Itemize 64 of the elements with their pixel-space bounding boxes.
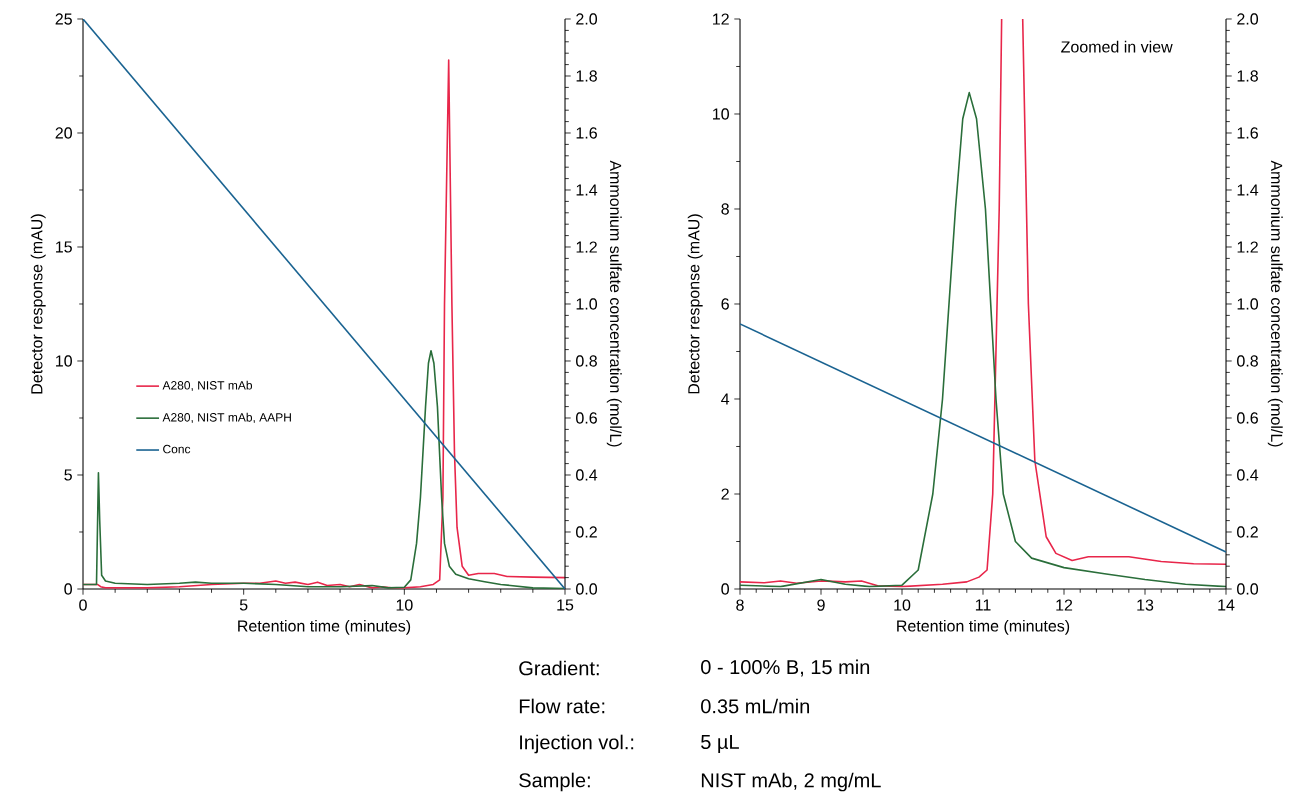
text: Gradient: (519, 660, 599, 676)
y-tick-label: 10 (56, 355, 72, 367)
y2-tick-label: 0.4 (576, 469, 598, 481)
x-axis-title: Retention time (minutes) (897, 619, 1070, 635)
y-tick-label: 2 (721, 488, 729, 500)
x-tick-label: 5 (239, 599, 248, 611)
y2-tick-label: 0.8 (1237, 355, 1258, 367)
text: Flow rate: (519, 698, 605, 714)
y2-tick-label: 1.0 (1237, 298, 1259, 310)
y2-tick-label: 0.2 (1237, 526, 1258, 538)
y2-tick-label: 0.8 (576, 355, 597, 367)
y2-tick-label: 1.2 (576, 241, 597, 253)
y2-tick-label: 1.4 (576, 184, 598, 196)
x-tick-label: 10 (396, 599, 413, 611)
y2-tick-label: 0.0 (1237, 583, 1259, 595)
y2-axis-title: Ammonium sulfate concentration (mol/L) (1267, 160, 1283, 447)
x-tick-label: 8 (736, 599, 744, 611)
y-tick-label: 4 (721, 393, 730, 405)
text: 0 - 100% B, 15 min (701, 659, 870, 677)
x-tick-label: 15 (557, 599, 574, 611)
x-tick-label: 12 (1056, 599, 1073, 611)
y-tick-label: 8 (721, 203, 729, 215)
y2-tick-label: 1.8 (1237, 70, 1258, 82)
y2-tick-label: 0.4 (1237, 469, 1259, 481)
y2-tick-label: 0.6 (576, 412, 597, 424)
y2-tick-label: 0.0 (576, 583, 598, 595)
y2-axis-title: Ammonium sulfate concentration (mol/L) (606, 160, 622, 447)
annotation: Zoomed in view (1061, 40, 1173, 53)
text: 5 µL (701, 735, 739, 753)
y2-tick-label: 0.2 (576, 526, 597, 538)
x-tick-label: 0 (79, 599, 87, 611)
y-tick-label: 5 (64, 469, 72, 481)
legend-label: A280, NIST mAb (162, 380, 253, 391)
x-tick-label: 9 (817, 599, 825, 611)
y2-tick-label: 1.8 (576, 70, 597, 82)
y-tick-label: 20 (55, 127, 72, 139)
y-axis-title: Detector response (mAU) (30, 214, 46, 394)
text: Sample: (519, 772, 590, 792)
legend-label: A280, NIST mAb, AAPH (162, 412, 291, 424)
y-axis-title: Detector response (mAU) (687, 214, 703, 394)
y-tick-label: 0 (721, 583, 729, 595)
y2-tick-label: 2.0 (576, 13, 598, 25)
text: NIST mAb, 2 mg/mL (701, 772, 881, 792)
y2-tick-label: 1.6 (1237, 127, 1258, 139)
y-tick-label: 10 (713, 108, 729, 120)
y2-tick-label: 1.4 (1237, 184, 1259, 196)
y2-tick-label: 1.6 (576, 127, 597, 139)
text: Injection vol.: (520, 734, 634, 754)
y-tick-label: 0 (64, 583, 72, 595)
y-tick-label: 6 (721, 298, 729, 310)
x-axis-title: Retention time (minutes) (238, 619, 411, 635)
y-tick-label: 15 (56, 241, 72, 253)
y2-tick-label: 2.0 (1237, 13, 1259, 25)
y2-tick-label: 0.6 (1237, 412, 1258, 424)
x-tick-label: 14 (1218, 599, 1235, 611)
x-tick-label: 10 (894, 599, 911, 611)
x-tick-label: 11 (975, 599, 991, 611)
y-tick-label: 25 (55, 13, 72, 25)
y2-tick-label: 1.2 (1237, 241, 1258, 253)
x-tick-label: 13 (1137, 599, 1154, 611)
y-tick-label: 12 (713, 13, 729, 25)
y2-tick-label: 1.0 (576, 298, 598, 310)
legend-label: Conc (163, 444, 191, 454)
text: 0.35 mL/min (701, 698, 810, 714)
